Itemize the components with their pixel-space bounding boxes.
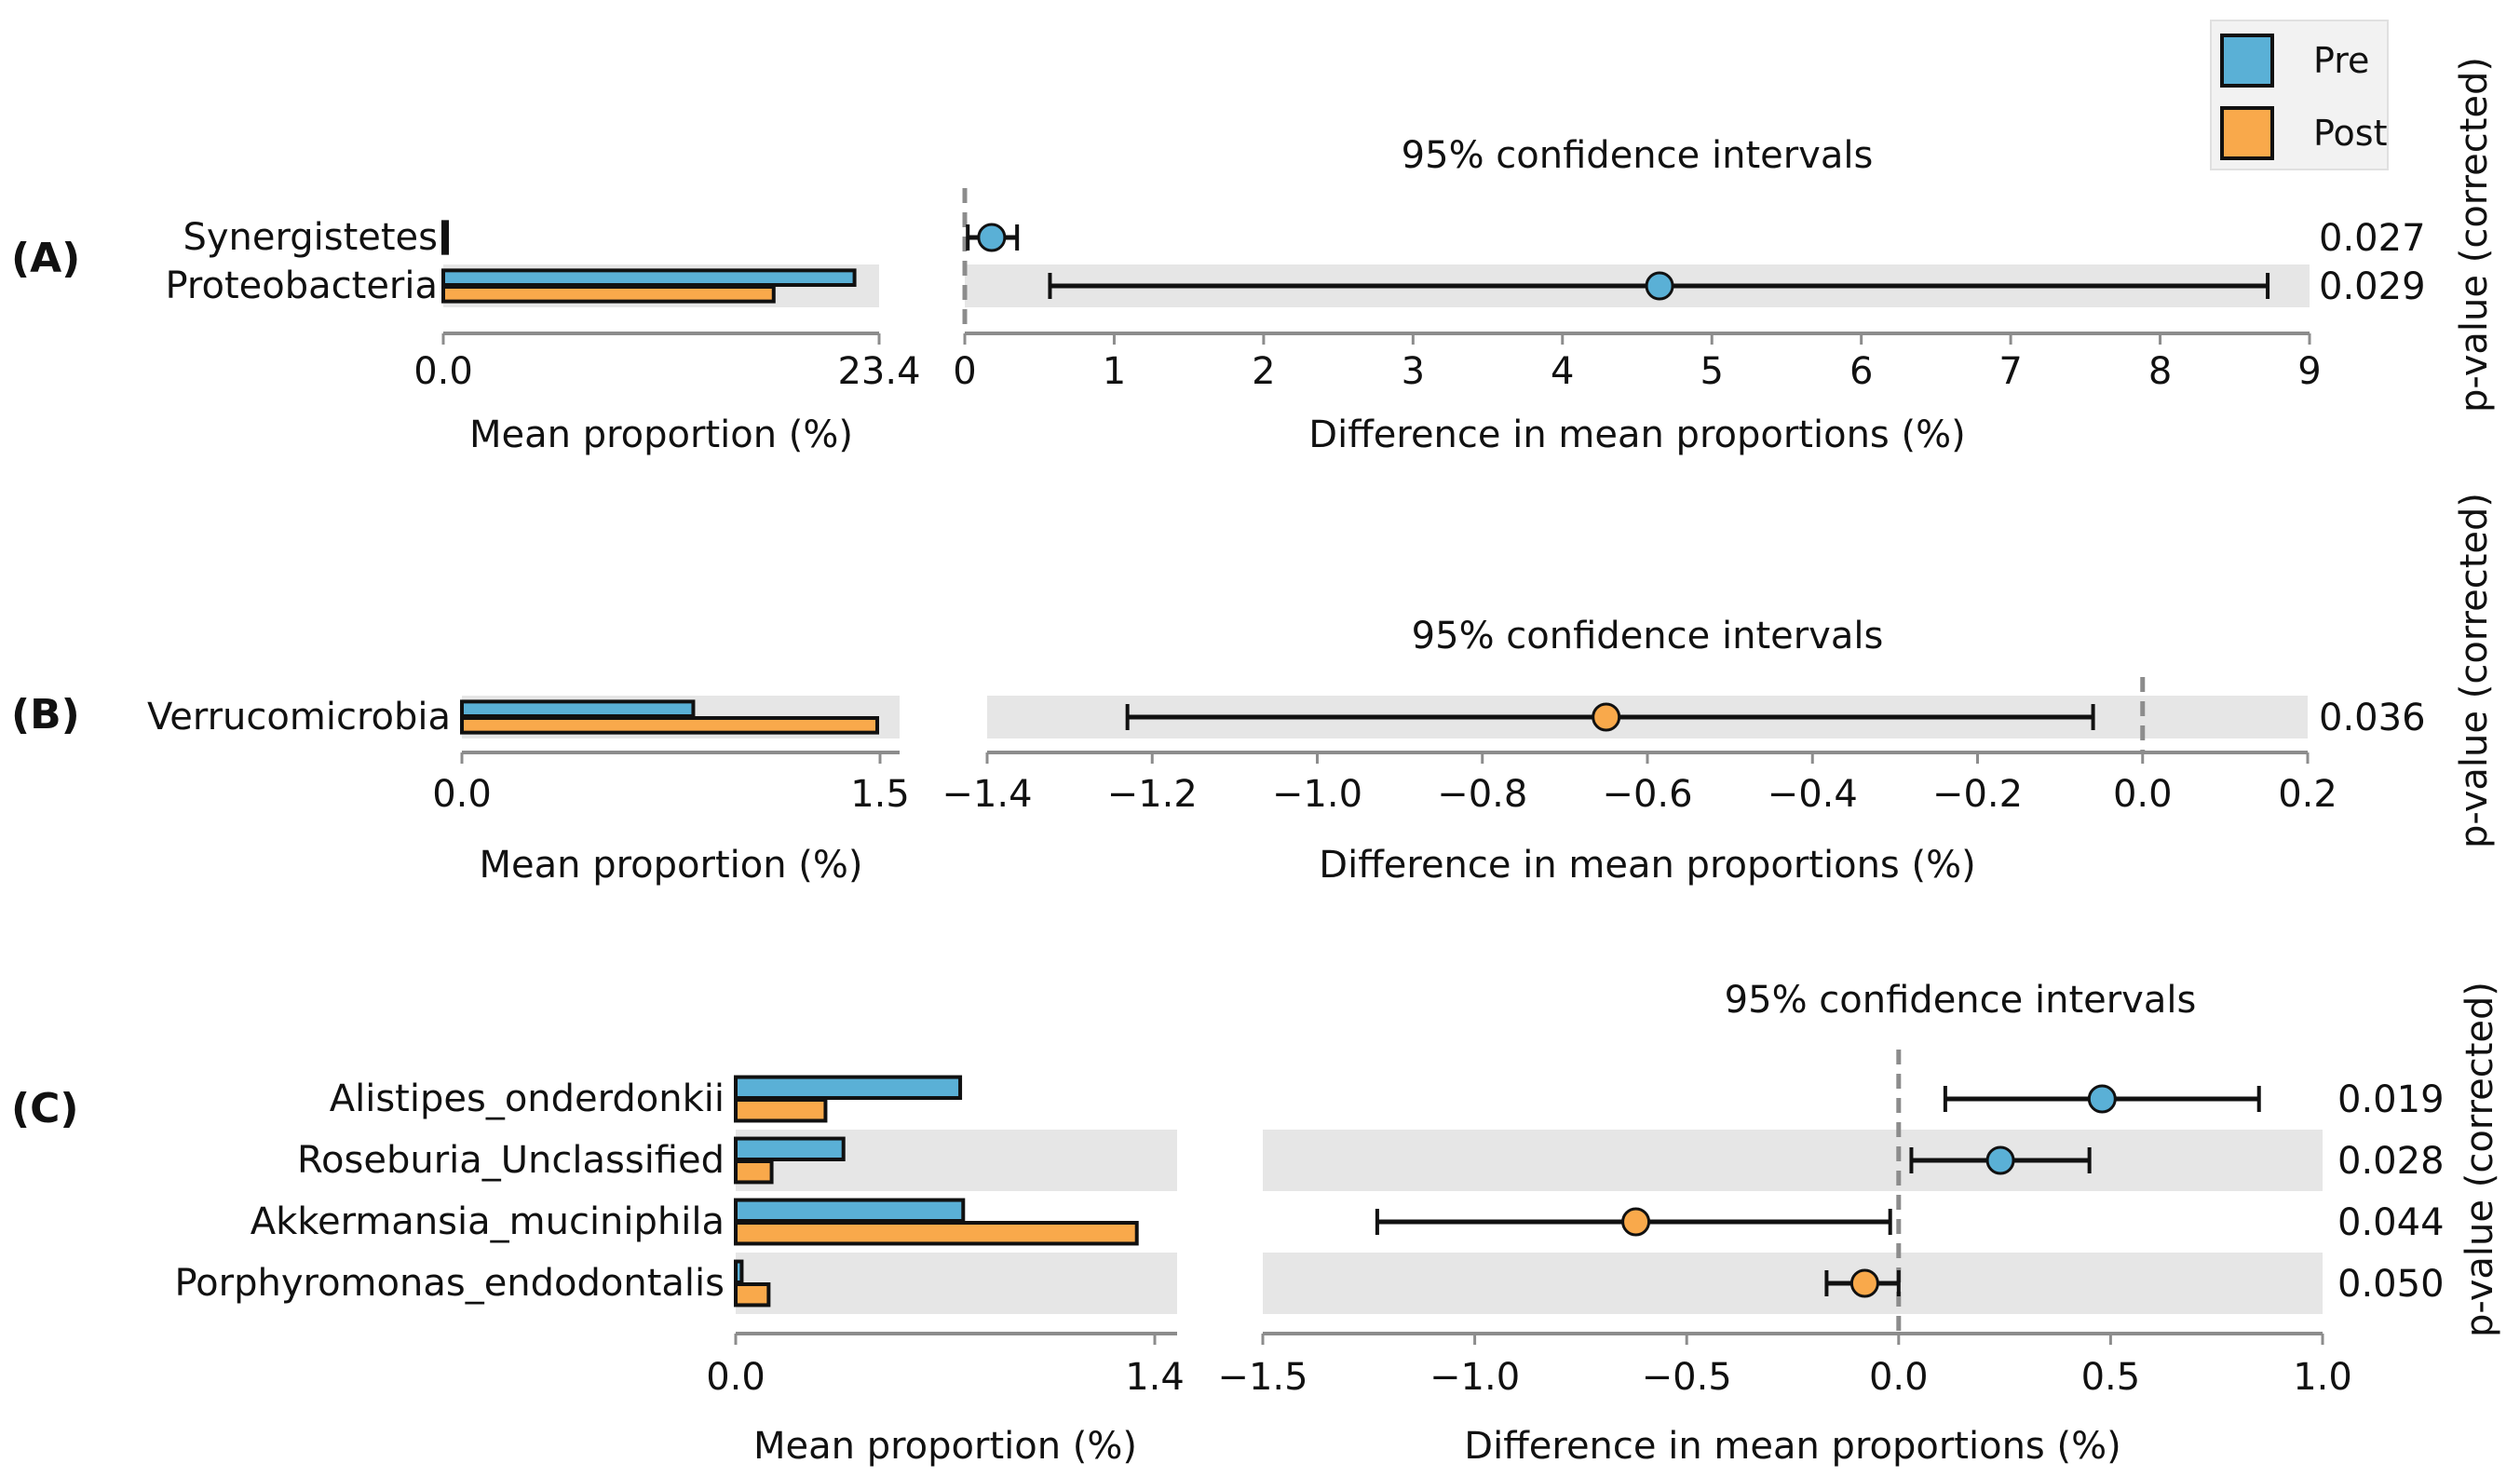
ci-point	[977, 223, 1007, 252]
bar-pre	[460, 699, 696, 718]
ci-tick-label: 1.0	[2293, 1356, 2352, 1399]
p-value-axis-title: p-value (corrected)	[2453, 57, 2496, 413]
legend-label-pre: Pre	[2313, 40, 2369, 81]
ci-point	[1985, 1145, 2015, 1175]
ci-tick-label: 6	[1849, 350, 1873, 393]
panel-b: (B) Verrucomicrobia 0.0 1.5 Mean proportion …	[11, 493, 2496, 887]
ci-axis-title: Difference in mean proportions (%)	[1464, 1425, 2120, 1468]
bar-post	[734, 1221, 1139, 1246]
p-value: 0.027	[2319, 217, 2426, 260]
ci-axis-title: Difference in mean proportions (%)	[1319, 844, 1975, 887]
p-value: 0.029	[2319, 265, 2426, 308]
ci-tick-label: −0.4	[1768, 773, 1858, 816]
ci-point	[1621, 1207, 1651, 1237]
ci-title: 95% confidence intervals	[1412, 615, 1884, 657]
bar-tick-label: 0.0	[706, 1356, 765, 1399]
p-value: 0.028	[2337, 1140, 2445, 1183]
ci-tick-label: 0.2	[2278, 773, 2337, 816]
ci-axis-title: Difference in mean proportions (%)	[1308, 413, 1965, 456]
panel-label: (A)	[11, 235, 80, 282]
ci-tick-label: −0.8	[1437, 773, 1527, 816]
bar-pre	[734, 1136, 846, 1162]
p-value: 0.050	[2337, 1263, 2445, 1306]
ci-tick-label: −1.4	[942, 773, 1032, 816]
bar-pre	[734, 1075, 963, 1101]
ci-tick-label: 0	[953, 350, 976, 393]
category-label: Porphyromonas_endodontalis	[174, 1262, 725, 1305]
category-label: Akkermansia_muciniphila	[251, 1200, 725, 1243]
ci-tick-label: 3	[1402, 350, 1425, 393]
category-label: Verrucomicrobia	[147, 696, 451, 738]
bar-axis-title: Mean proportion (%)	[469, 413, 853, 456]
bar-tick-label: 1.4	[1125, 1356, 1185, 1399]
category-label: Roseburia_Unclassified	[297, 1139, 725, 1182]
panel-a: (A) Synergistetes Proteobacteria 0.0 23.4 Mea…	[11, 57, 2496, 456]
ci-row-band	[1263, 1130, 2323, 1191]
bar-tick-label: 23.4	[837, 350, 920, 393]
legend-label-post: Post	[2313, 113, 2388, 154]
ci-tick-label: −1.0	[1429, 1356, 1520, 1399]
bar-tick-label: 0.0	[432, 773, 492, 816]
ci-tick-label: −0.2	[1932, 773, 2023, 816]
legend: Pre Post	[2210, 20, 2389, 170]
ci-tick-label: −1.5	[1217, 1356, 1307, 1399]
category-label: Synergistetes	[183, 216, 438, 259]
ci-title: 95% confidence intervals	[1402, 134, 1874, 177]
bar-row-band	[736, 1253, 1177, 1314]
category-label: Alistipes_onderdonkii	[330, 1077, 725, 1120]
bar-tick-label: 0.0	[413, 350, 473, 393]
bar-pre	[734, 1198, 966, 1224]
bar-axis-title: Mean proportion (%)	[753, 1425, 1137, 1468]
ci-title: 95% confidence intervals	[1725, 979, 2197, 1022]
bar-pre	[441, 268, 857, 287]
panel-label: (B)	[11, 691, 80, 738]
panel-label: (C)	[11, 1085, 79, 1132]
bar-tick-label: 1.5	[850, 773, 910, 816]
ci-point	[1592, 702, 1621, 732]
ci-point	[2087, 1084, 2117, 1114]
p-value: 0.036	[2319, 697, 2426, 739]
bar-axis-title: Mean proportion (%)	[480, 844, 863, 887]
ci-tick-label: −0.5	[1642, 1356, 1732, 1399]
bar-pre	[441, 220, 449, 239]
bar-post	[734, 1159, 774, 1185]
bar-post	[441, 285, 776, 304]
category-label: Proteobacteria	[166, 264, 438, 307]
bar-post	[460, 716, 880, 735]
ci-point	[1849, 1268, 1879, 1298]
p-value: 0.044	[2337, 1201, 2445, 1244]
legend-swatch-pre	[2220, 34, 2274, 88]
ci-tick-label: 4	[1551, 350, 1574, 393]
ci-tick-label: 5	[1700, 350, 1723, 393]
p-value-axis-title: p-value (corrected)	[2453, 493, 2496, 848]
bar-post	[734, 1098, 828, 1123]
ci-row-band	[1263, 1253, 2323, 1314]
legend-swatch-post	[2220, 106, 2274, 160]
ci-tick-label: 2	[1252, 350, 1275, 393]
p-value-axis-title: p-value (corrected)	[2459, 982, 2501, 1337]
ci-tick-label: −1.2	[1107, 773, 1198, 816]
ci-tick-label: 9	[2297, 350, 2321, 393]
bar-post	[441, 237, 449, 255]
ci-tick-label: 0.5	[2081, 1356, 2141, 1399]
ci-tick-label: 0.0	[2113, 773, 2173, 816]
p-value: 0.019	[2337, 1078, 2445, 1121]
bar-pre	[734, 1259, 744, 1285]
ci-tick-label: 7	[1998, 350, 2022, 393]
ci-tick-label: 0.0	[1869, 1356, 1929, 1399]
ci-tick-label: 8	[2148, 350, 2172, 393]
ci-tick-label: −1.0	[1272, 773, 1362, 816]
panel-c: (C) Alistipes_onderdonkii Roseburia_Unclas…	[11, 979, 2501, 1468]
ci-tick-label: −0.6	[1602, 773, 1692, 816]
bar-post	[734, 1282, 771, 1308]
ci-tick-label: 1	[1103, 350, 1126, 393]
ci-point	[1645, 271, 1674, 301]
